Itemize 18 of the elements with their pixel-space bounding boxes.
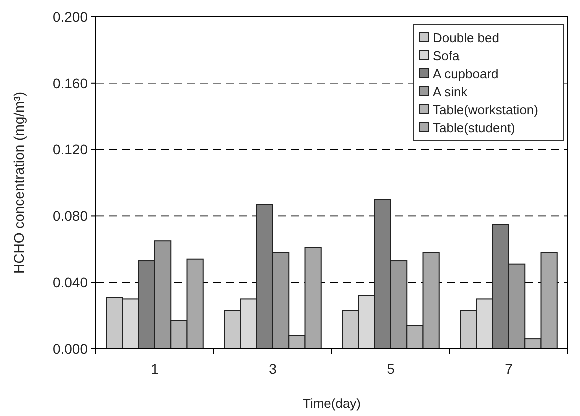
y-tick-label: 0.160 [52,75,88,92]
y-tick-label: 0.040 [52,274,88,290]
legend-label: A cupboard [433,66,499,82]
y-axis-title: HCHO concentration (mg/m³) [11,92,27,274]
legend-label: A sink [433,84,468,100]
y-tick-label: 0.000 [52,340,88,357]
x-tick-label: 5 [387,361,396,377]
legend-label: Sofa [433,48,461,64]
x-tick-label: 3 [269,361,278,377]
y-tick-label: 0.120 [52,142,88,158]
y-tick-label: 0.080 [52,208,88,224]
x-tick-label: 7 [505,361,514,377]
legend-label: Table(workstation) [433,102,538,118]
y-tick-label: 0.200 [52,8,88,25]
x-axis-title: Time(day) [302,396,362,411]
legend-label: Double bed [433,30,500,46]
x-tick-label: 1 [151,361,160,377]
legend-label: Table(student) [433,120,516,136]
